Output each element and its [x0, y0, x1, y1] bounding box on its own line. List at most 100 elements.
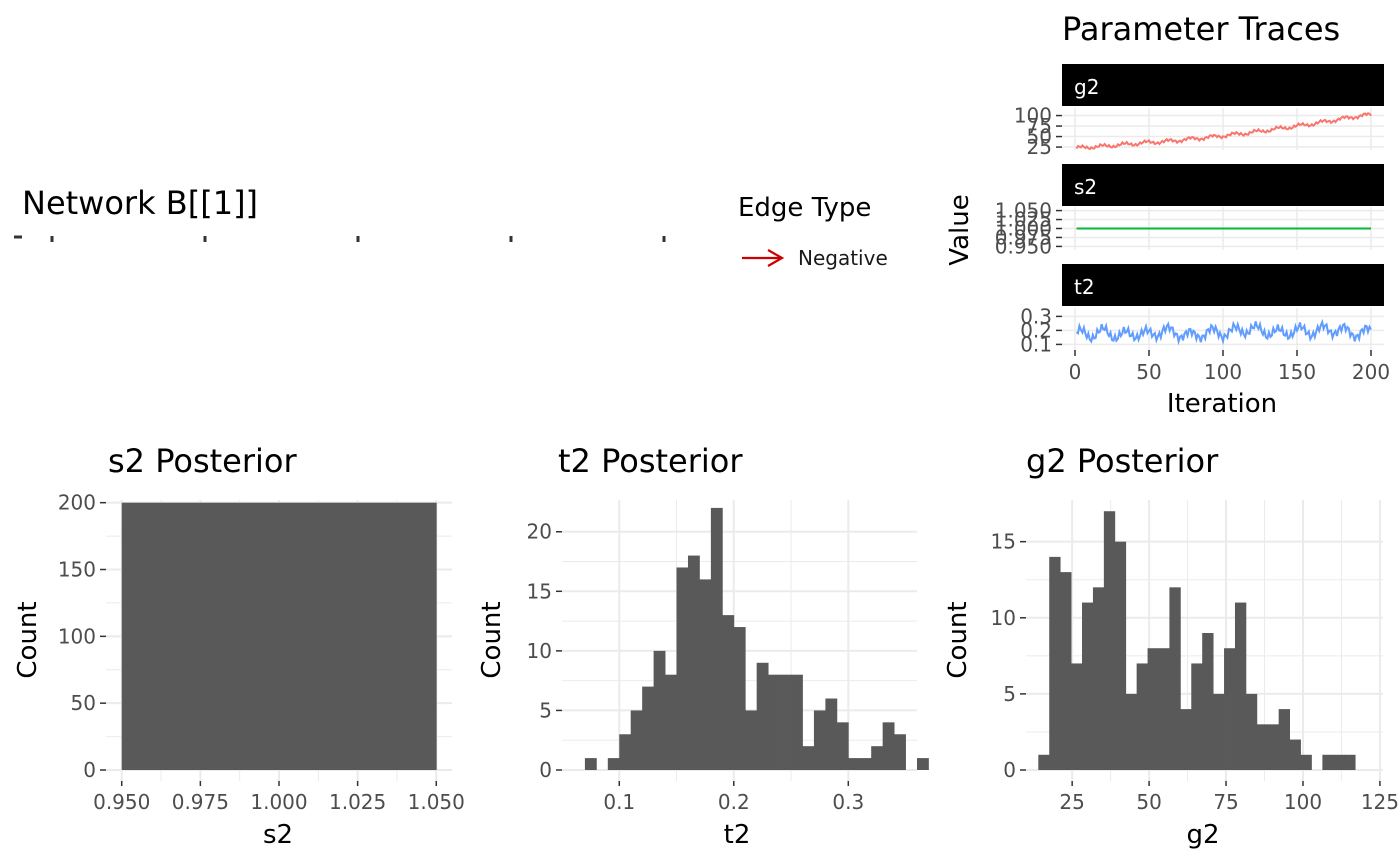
t2-bar: [836, 722, 849, 770]
t2-bar: [768, 674, 780, 770]
g2-bar: [1082, 602, 1094, 770]
g2-bar: [1245, 693, 1258, 770]
g2-bar: [1060, 572, 1072, 770]
s2-y-tick-label: 100: [58, 624, 96, 648]
legend-label: Negative: [798, 246, 888, 270]
g2-bar: [1344, 754, 1356, 770]
s2-y-tick-label: 50: [71, 691, 96, 715]
g2-bar: [1202, 633, 1214, 770]
t2-y-tick-label: 0: [539, 758, 552, 782]
trace-y-tick-label-g2: 50: [1027, 125, 1052, 149]
t2-bar: [722, 615, 735, 770]
t2-x-tick-label: 0.2: [718, 790, 750, 814]
t2-bar: [619, 734, 632, 770]
traces-x-label: Iteration: [1167, 389, 1277, 419]
s2-y-tick-label: 150: [58, 558, 96, 582]
t2-bar: [710, 507, 723, 770]
g2-bar: [1092, 587, 1105, 770]
g2-bar: [1114, 541, 1127, 770]
g2-bar: [1071, 663, 1083, 770]
s2-y-tick-label: 0: [83, 758, 96, 782]
g2-bar: [1147, 648, 1159, 770]
g2-x-tick-label: 25: [1059, 790, 1084, 814]
t2-bar: [642, 686, 655, 770]
trace-y-tick-label-s2: 1.025: [995, 208, 1052, 232]
trace-line-t2: [1075, 318, 1372, 346]
s2-bar: [121, 502, 437, 770]
s2-x-tick-label: 0.975: [172, 790, 229, 814]
network-axis-ticks: [14, 235, 666, 242]
t2-bar: [894, 734, 906, 770]
t2-bar: [848, 758, 861, 770]
g2-x-tick-label: 125: [1361, 790, 1399, 814]
trace-y-tick-label-t2: 0.2: [1020, 318, 1052, 342]
t2-bar: [791, 674, 803, 770]
t2-bar: [699, 579, 712, 770]
t2-y-label: Count: [477, 601, 507, 678]
trace-line-g2: [1075, 112, 1372, 151]
s2-x-label: s2: [263, 820, 293, 850]
trace-x-tick-label: 200: [1352, 360, 1390, 384]
trace-y-tick-label-s2: 0.975: [995, 225, 1052, 249]
t2-bar: [687, 555, 700, 770]
t2-bar: [917, 758, 929, 770]
g2-bar: [1103, 511, 1116, 770]
t2-bar: [859, 758, 872, 770]
t2-y-tick-label: 15: [527, 579, 552, 603]
g2-bar: [1322, 754, 1334, 770]
t2-histogram-panel: t2 Posterior t2 Count 0.1 0.2 0.3 0 5 10 15 20: [477, 442, 929, 850]
traces-panel: Parameter Traces Iteration Value g225507…: [945, 10, 1390, 419]
g2-bar: [1125, 693, 1138, 770]
g2-bar: [1224, 648, 1236, 770]
g2-y-label: Count: [943, 601, 973, 678]
t2-bar: [733, 627, 746, 770]
trace-strip-t2: [1062, 264, 1384, 306]
g2-bar: [1169, 587, 1181, 770]
trace-y-tick-label-s2: 1.050: [995, 199, 1052, 223]
t2-y-tick-label: 5: [539, 698, 552, 722]
g2-y-tick-label: 5: [1003, 682, 1016, 706]
g2-title: g2 Posterior: [1026, 442, 1219, 480]
s2-histogram-panel: s2 Posterior s2 Count 0.950 0.975 1.000 1.0…: [13, 442, 465, 850]
trace-strip-g2: [1062, 64, 1384, 106]
trace-strip-label-s2: s2: [1074, 175, 1097, 199]
s2-y-tick-label: 200: [58, 491, 96, 515]
t2-bar: [871, 746, 884, 770]
s2-x-tick-label: 1.050: [408, 790, 465, 814]
trace-strip-label-g2: g2: [1074, 75, 1099, 99]
t2-bar: [607, 758, 620, 770]
legend-arrow-icon: [742, 249, 785, 267]
trace-y-tick-label-g2: 100: [1014, 104, 1052, 128]
t2-bar: [813, 710, 826, 770]
g2-bar: [1234, 602, 1247, 770]
g2-bar: [1333, 754, 1345, 770]
trace-x-tick-label: 150: [1278, 360, 1316, 384]
t2-bar: [665, 674, 677, 770]
trace-y-tick-label-g2: 25: [1027, 135, 1052, 159]
g2-x-tick-label: 50: [1136, 790, 1161, 814]
t2-y-tick-label: 10: [527, 639, 552, 663]
g2-bar: [1191, 663, 1203, 770]
trace-y-tick-label-s2: 0.950: [995, 234, 1052, 258]
traces-title: Parameter Traces: [1062, 10, 1340, 48]
g2-bar: [1213, 693, 1225, 770]
g2-bar: [1038, 754, 1050, 770]
g2-y-tick-label: 10: [991, 606, 1016, 630]
t2-bar: [825, 698, 838, 770]
g2-bar: [1289, 739, 1301, 770]
trace-y-tick-label-t2: 0.1: [1020, 332, 1052, 356]
g2-y-tick-label: 15: [991, 530, 1016, 554]
t2-y-tick-label: 20: [527, 520, 552, 544]
t2-bar: [584, 758, 597, 770]
t2-x-tick-label: 0.1: [603, 790, 635, 814]
t2-bar: [653, 650, 666, 770]
t2-bar: [630, 710, 643, 770]
t2-x-tick-label: 0.3: [832, 790, 864, 814]
trace-x-tick-label: 100: [1204, 360, 1242, 384]
g2-bar: [1180, 709, 1192, 770]
g2-bar: [1136, 663, 1148, 770]
t2-bar: [882, 722, 895, 770]
trace-y-tick-label-s2: 1.000: [995, 217, 1052, 241]
g2-x-tick-label: 100: [1284, 790, 1322, 814]
